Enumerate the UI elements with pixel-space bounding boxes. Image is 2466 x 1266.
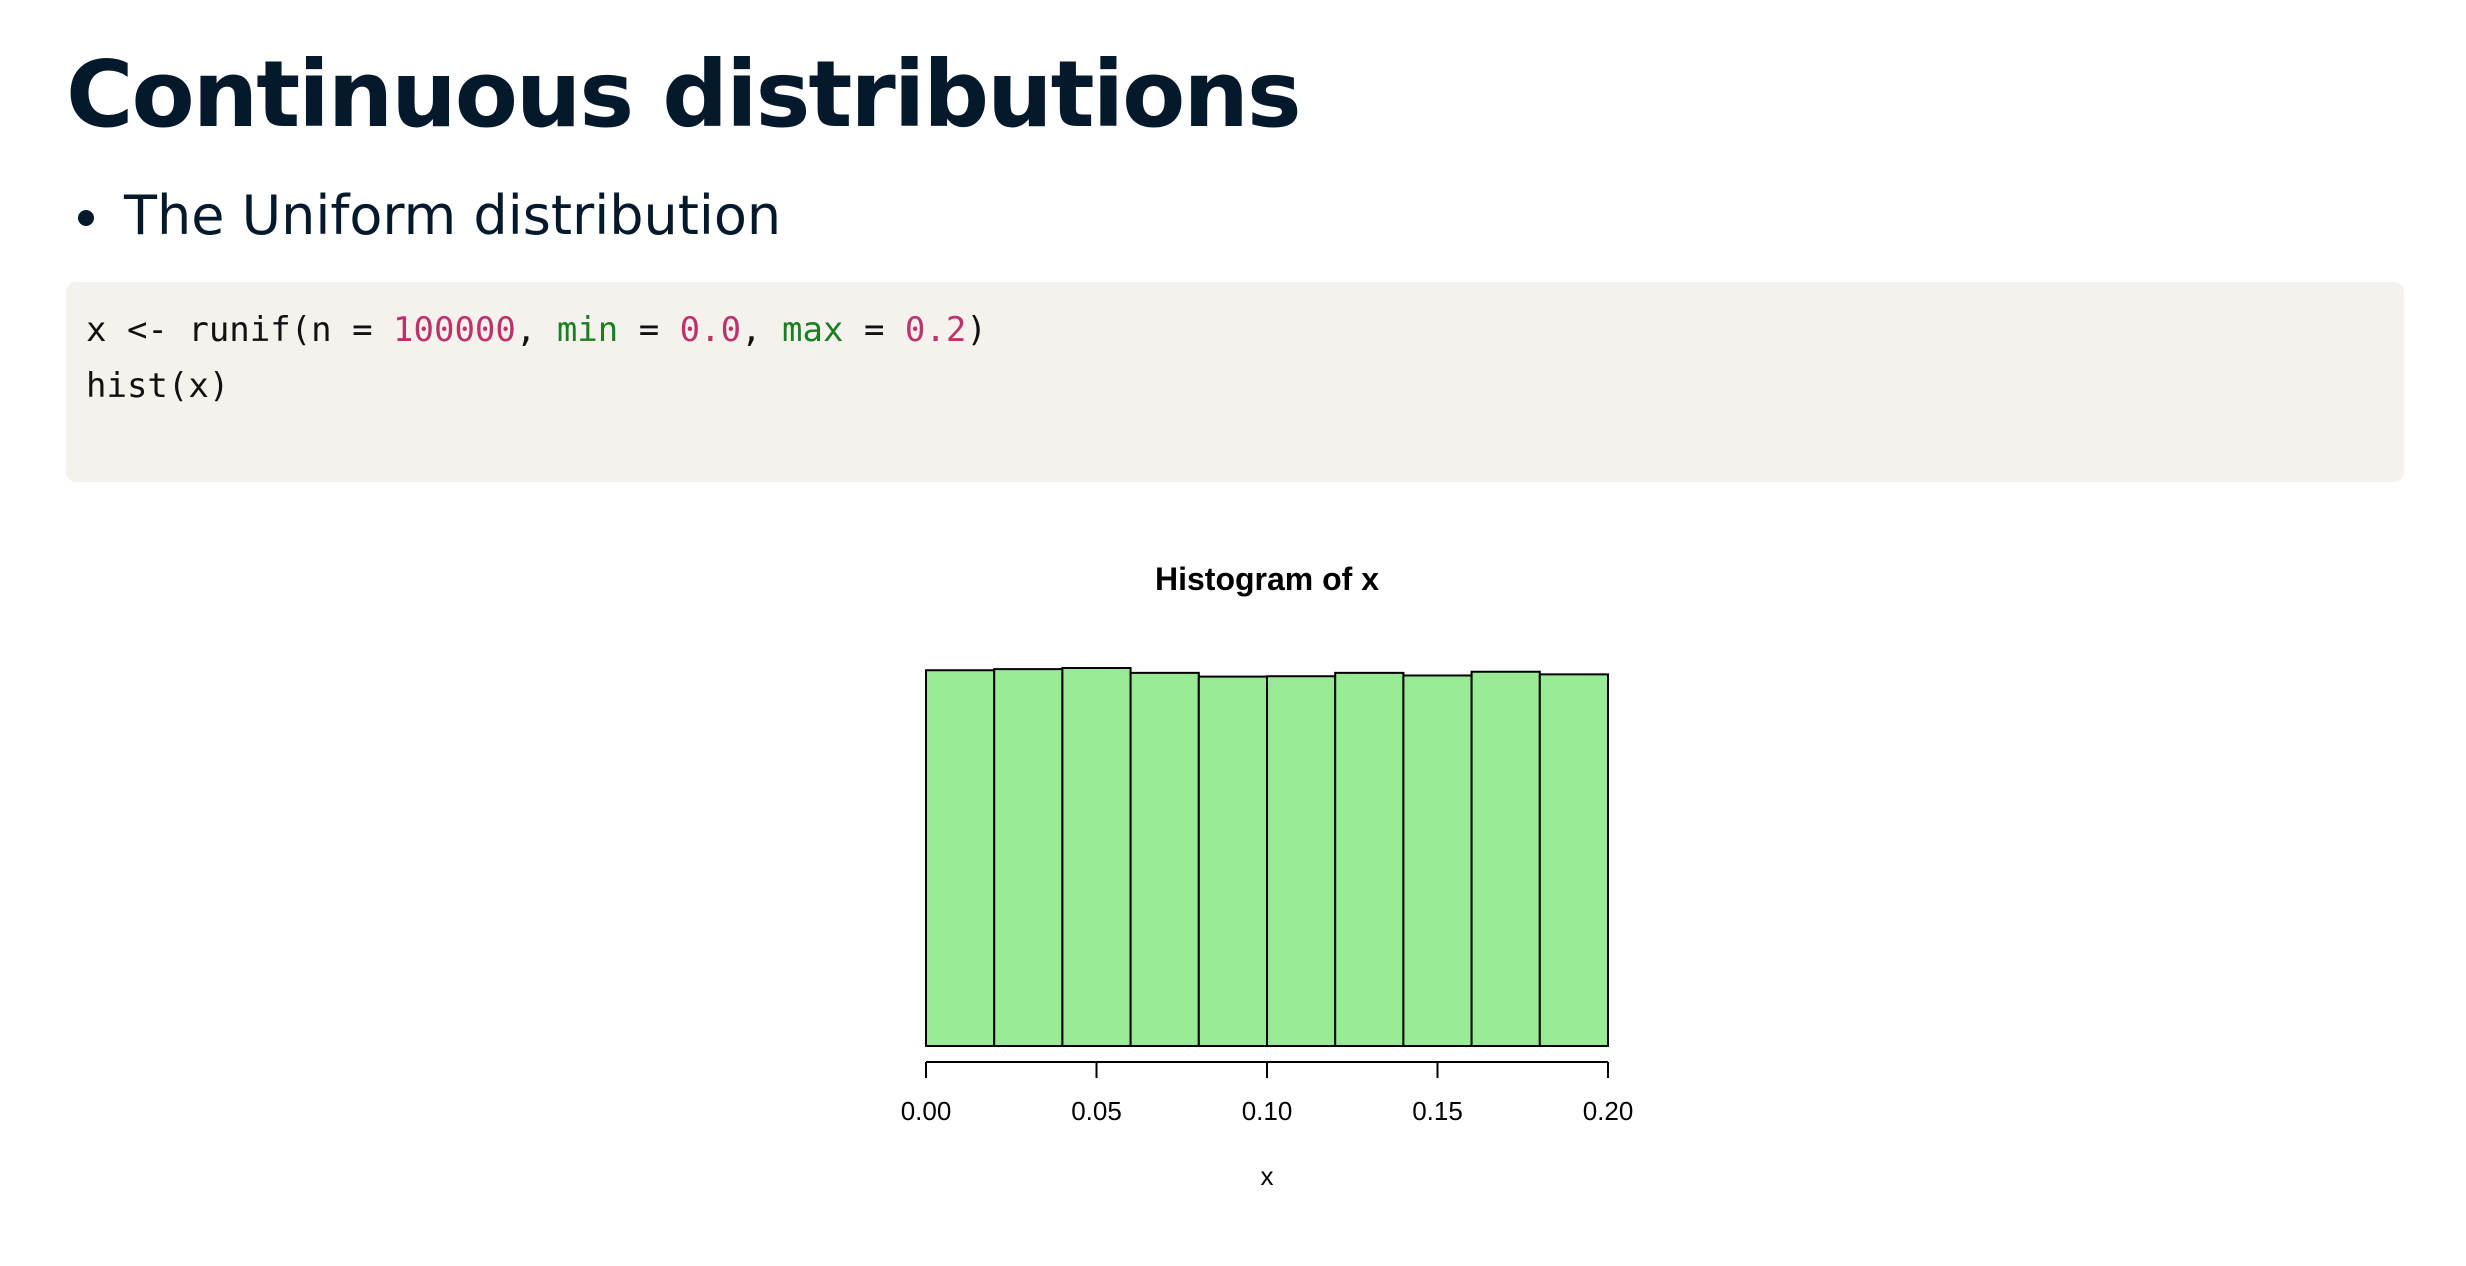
- code-arg-max: max: [782, 310, 844, 350]
- x-tick-label: 0.00: [901, 1096, 952, 1126]
- histogram-bars: [925, 667, 1610, 1048]
- code-number-min: 0.0: [679, 310, 742, 350]
- x-tick-label: 0.20: [1583, 1096, 1634, 1126]
- code-number-max: 0.2: [904, 310, 967, 350]
- x-axis-label: x: [1261, 1161, 1274, 1191]
- histogram-bar: [1061, 667, 1132, 1047]
- x-tick-label: 0.10: [1242, 1096, 1293, 1126]
- code-line-2: hist(x): [86, 366, 230, 406]
- code-token: =: [843, 310, 905, 350]
- chart-title: Histogram of x: [1155, 561, 1379, 597]
- histogram-bar: [1197, 675, 1269, 1048]
- code-line-1: x <- runif(n = 100000, min = 0.0, max = …: [86, 302, 2384, 358]
- code-arg-min: min: [556, 310, 619, 350]
- histogram-bar: [1402, 674, 1473, 1047]
- code-token: ,: [741, 310, 783, 350]
- bullet-item: The Uniform distribution: [66, 178, 781, 254]
- histogram-bar: [1538, 673, 1610, 1047]
- histogram-bar: [1470, 670, 1541, 1048]
- code-number-n: 100000: [393, 310, 516, 350]
- histogram-bar: [1266, 675, 1337, 1047]
- x-tick-label: 0.05: [1071, 1096, 1122, 1126]
- bullet-list: The Uniform distribution: [66, 178, 781, 254]
- code-token: x <- runif(n =: [86, 310, 394, 350]
- code-block[interactable]: x <- runif(n = 100000, min = 0.0, max = …: [66, 282, 2404, 482]
- code-token: ): [966, 310, 987, 350]
- histogram-chart: Histogram of x 0.00 0.05 0.10 0.15 0.20 x: [901, 561, 1634, 1191]
- bullet-text: The Uniform distribution: [124, 184, 782, 247]
- code-token: ,: [515, 310, 557, 350]
- histogram-bar: [925, 669, 996, 1047]
- code-token: =: [618, 310, 680, 350]
- bullet-dot: [78, 210, 94, 226]
- x-axis: 0.00 0.05 0.10 0.15 0.20: [901, 1061, 1634, 1126]
- histogram-bar: [1334, 671, 1405, 1047]
- slide-title: Continuous distributions: [66, 41, 1302, 148]
- histogram-bar: [1129, 671, 1200, 1047]
- x-tick-label: 0.15: [1412, 1096, 1463, 1126]
- histogram-bar: [993, 668, 1064, 1047]
